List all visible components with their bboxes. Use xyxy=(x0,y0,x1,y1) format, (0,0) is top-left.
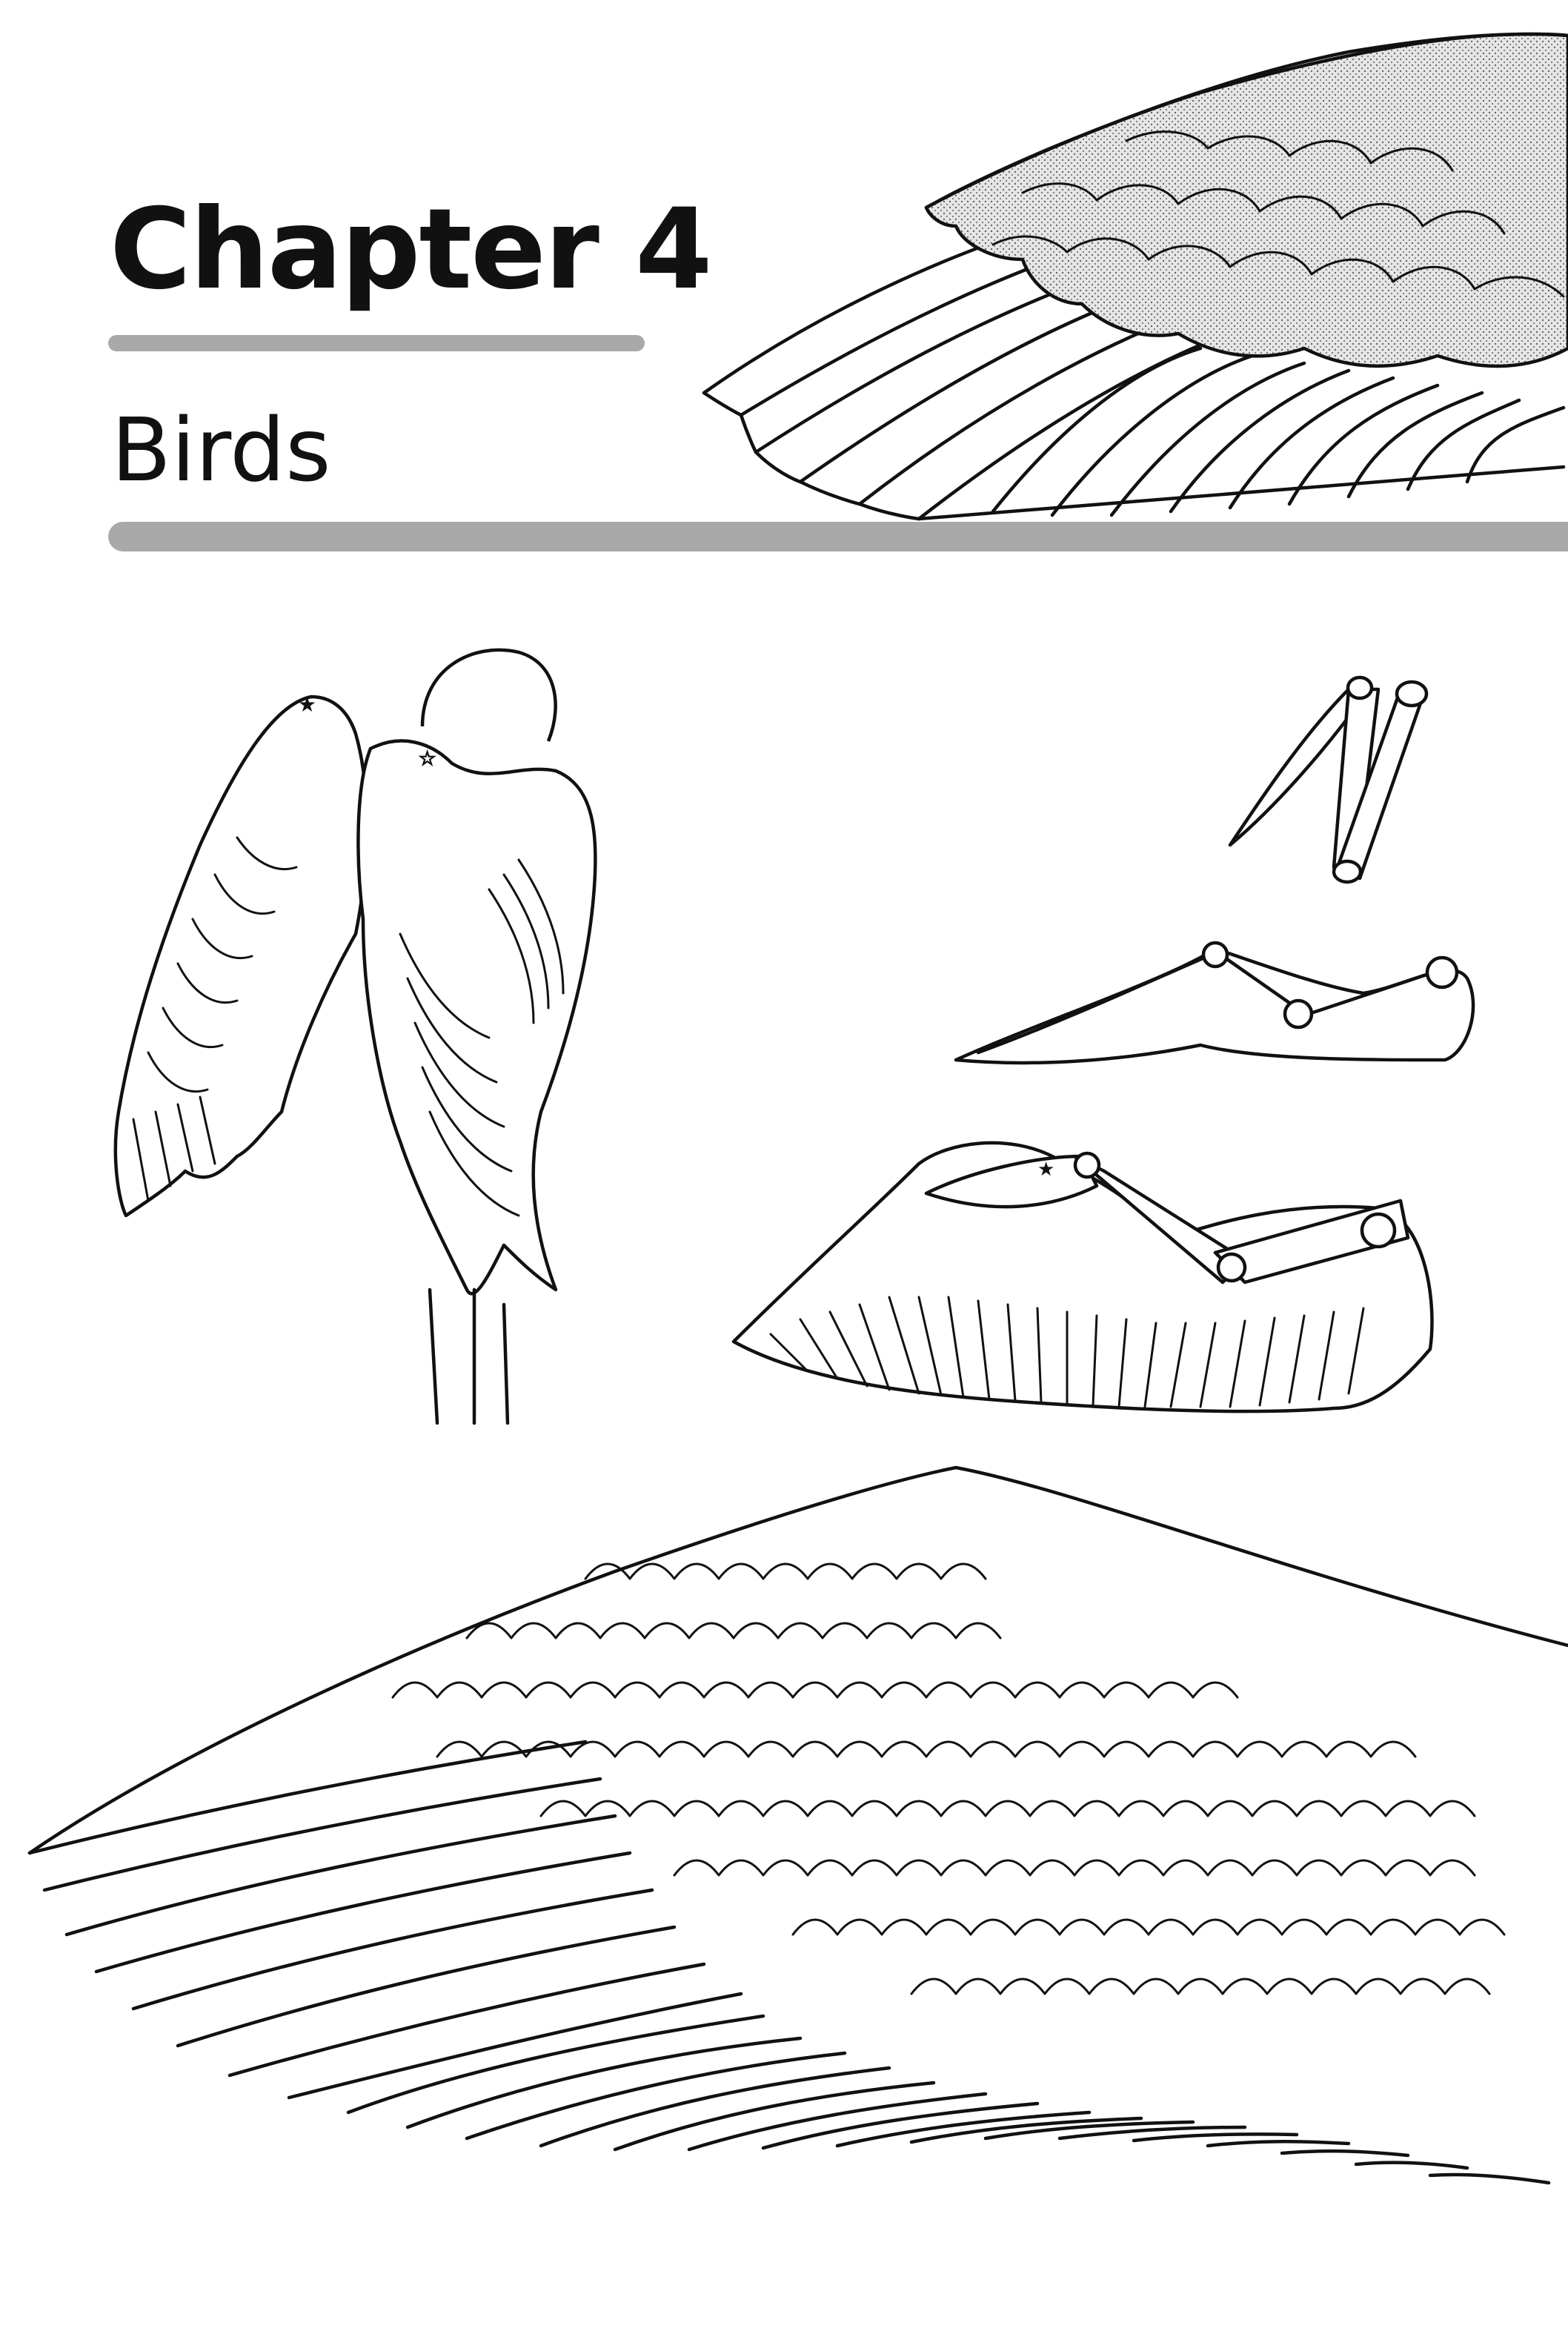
section-divider xyxy=(108,522,1568,551)
wing-bone-folded-illustration xyxy=(1228,675,1429,884)
chapter-subtitle: Birds xyxy=(111,399,331,501)
wing-bone-with-feathers-illustration: ★ xyxy=(731,1141,1434,1413)
svg-text:☆: ☆ xyxy=(419,748,436,770)
svg-text:★: ★ xyxy=(298,692,316,717)
top-wing-illustration xyxy=(702,32,1568,521)
large-spread-wing-illustration xyxy=(27,1465,1568,2185)
bird-back-view-illustration: ★ ☆ xyxy=(113,648,597,1425)
wing-bone-half-open-illustration xyxy=(954,941,1475,1065)
svg-text:★: ★ xyxy=(1037,1158,1054,1181)
title-divider xyxy=(108,335,645,351)
chapter-title: Chapter 4 xyxy=(110,185,712,314)
